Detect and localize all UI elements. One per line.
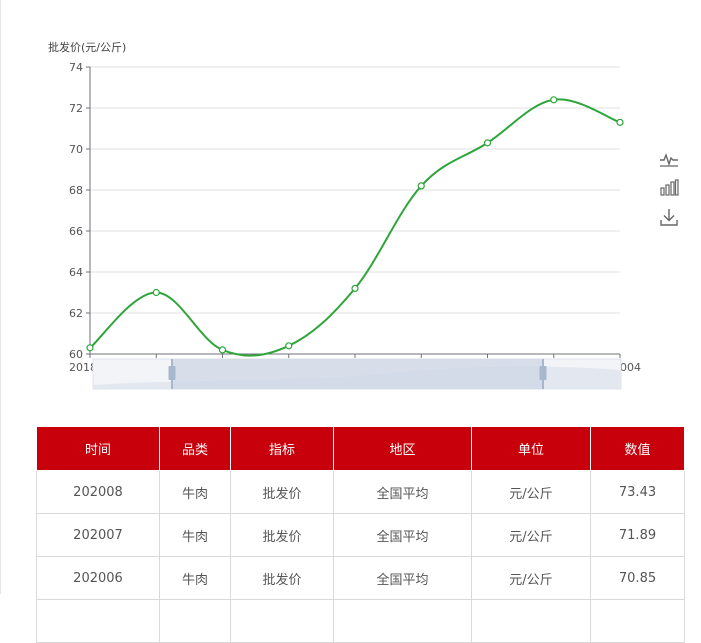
zoom-right-handle[interactable]	[539, 359, 547, 389]
table-header-row: 时间 品类 指标 地区 单位 数值	[36, 426, 685, 471]
y-axis-label: 批发价(元/公斤)	[48, 40, 126, 54]
data-points	[86, 96, 624, 354]
cell-indicator: 批发价	[230, 470, 334, 514]
data-point	[550, 96, 558, 104]
cell-value: 71.89	[590, 513, 685, 557]
y-tick-label: 60	[69, 348, 83, 361]
y-tick-label: 66	[69, 225, 83, 238]
header-indicator: 指标	[230, 426, 334, 471]
y-tick-label: 70	[69, 143, 83, 156]
data-point	[152, 288, 160, 297]
cell-unit: 元/公斤	[471, 513, 591, 557]
cell-time: 202008	[36, 470, 160, 514]
cell-category: 牛肉	[159, 556, 231, 600]
data-point	[285, 342, 293, 350]
cell-value	[590, 599, 685, 643]
data-point	[218, 346, 227, 354]
data-table: 时间 品类 指标 地区 单位 数值 202008 牛肉 批发价 全国平均 元/公…	[36, 426, 685, 643]
cell-time	[36, 599, 160, 643]
header-unit: 单位	[471, 426, 591, 471]
bar-chart-icon[interactable]	[658, 177, 680, 199]
data-point	[351, 284, 359, 292]
download-icon[interactable]	[658, 206, 680, 228]
cell-value: 73.43	[590, 470, 685, 514]
series-line	[89, 98, 621, 357]
header-category: 品类	[159, 426, 231, 471]
cell-category	[159, 599, 231, 643]
left-border	[0, 0, 1, 594]
table-row: 202008 牛肉 批发价 全国平均 元/公斤 73.43	[36, 470, 685, 514]
data-point	[616, 118, 624, 126]
cell-value: 70.85	[590, 556, 685, 600]
y-tick-label: 74	[69, 61, 83, 74]
y-tick-label: 64	[69, 266, 83, 279]
y-tick-label: 72	[69, 102, 83, 115]
y-tick-label: 62	[69, 307, 83, 320]
cell-category: 牛肉	[159, 513, 231, 557]
data-zoom-slider[interactable]	[92, 358, 622, 390]
y-tick-label: 68	[69, 184, 83, 197]
table-row	[36, 599, 685, 643]
cell-unit	[471, 599, 591, 643]
header-region: 地区	[333, 426, 472, 471]
cell-region: 全国平均	[333, 513, 472, 557]
cell-indicator: 批发价	[230, 556, 334, 600]
cell-time: 202007	[36, 513, 160, 557]
table-row: 202007 牛肉 批发价 全国平均 元/公斤 71.89	[36, 513, 685, 557]
data-point	[417, 182, 425, 190]
zoom-left-handle[interactable]	[168, 359, 176, 389]
cell-region: 全国平均	[333, 470, 472, 514]
header-value: 数值	[590, 426, 685, 471]
cell-region	[333, 599, 472, 643]
cell-category: 牛肉	[159, 470, 231, 514]
cell-unit: 元/公斤	[471, 556, 591, 600]
table-row: 202006 牛肉 批发价 全国平均 元/公斤 70.85	[36, 556, 685, 600]
cell-indicator: 批发价	[230, 513, 334, 557]
y-tick-labels: 60 62 64 66 68 70 72 74	[69, 61, 90, 361]
cell-indicator	[230, 599, 334, 643]
cell-unit: 元/公斤	[471, 470, 591, 514]
data-point	[483, 139, 492, 147]
line-chart-icon[interactable]	[658, 148, 680, 170]
header-time: 时间	[36, 426, 160, 471]
data-point	[86, 344, 94, 352]
cell-region: 全国平均	[333, 556, 472, 600]
chart-toolbox	[658, 148, 680, 235]
cell-time: 202006	[36, 556, 160, 600]
